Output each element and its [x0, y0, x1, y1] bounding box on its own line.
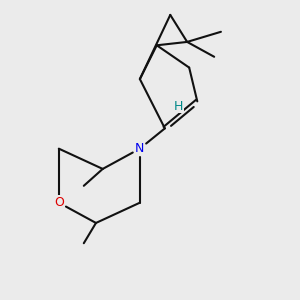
- Text: N: N: [135, 142, 145, 155]
- Text: O: O: [54, 196, 64, 209]
- Text: H: H: [174, 100, 183, 112]
